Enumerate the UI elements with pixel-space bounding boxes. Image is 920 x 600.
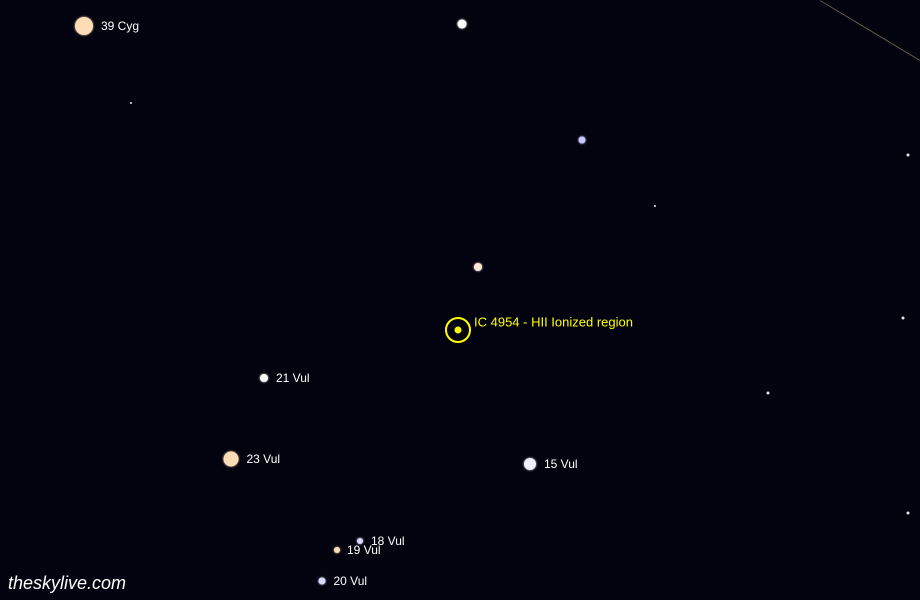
star-star-d [654, 205, 656, 207]
star-label-39-cyg: 39 Cyg [101, 19, 139, 33]
target-label: IC 4954 - HII Ionized region [474, 315, 633, 330]
star-chart: IC 4954 - HII Ionized region theskylive.… [0, 0, 920, 600]
star-20-vul [319, 578, 326, 585]
target-dot [455, 327, 462, 334]
star-label-15-vul: 15 Vul [544, 457, 578, 471]
star-star-c [907, 154, 910, 157]
star-label-23-vul: 23 Vul [247, 452, 281, 466]
star-star-f [474, 263, 482, 271]
star-star-g [902, 317, 905, 320]
star-19-vul [334, 547, 340, 553]
star-star-h [767, 392, 770, 395]
star-star-e [130, 102, 132, 104]
watermark: theskylive.com [8, 573, 126, 594]
star-23-vul [224, 452, 239, 467]
star-label-21-vul: 21 Vul [276, 371, 310, 385]
star-label-20-vul: 20 Vul [334, 574, 368, 588]
star-15-vul [524, 458, 536, 470]
star-label-19-vul: 19 Vul [347, 543, 381, 557]
star-star-b [579, 137, 586, 144]
star-star-i [907, 512, 910, 515]
star-star-a [458, 20, 467, 29]
diagonal-line [820, 0, 920, 61]
star-21-vul [260, 374, 268, 382]
star-39-cyg [75, 17, 93, 35]
